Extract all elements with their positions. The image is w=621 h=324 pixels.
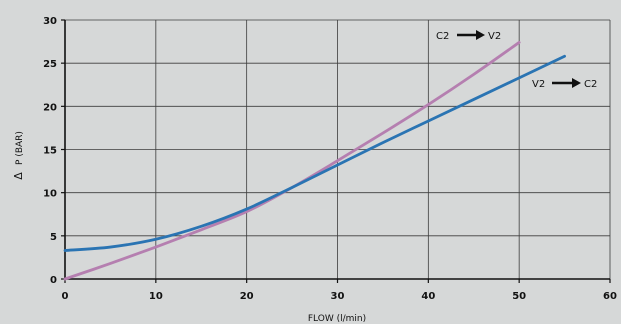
y-tick-label: 30: [43, 16, 57, 27]
axes: [61, 19, 611, 283]
grid: [65, 19, 611, 279]
y-tick-label: 0: [50, 275, 57, 286]
y-tick-label: 20: [43, 102, 57, 113]
y-tick-label: 15: [43, 146, 57, 157]
annotation-c2-v2-target: V2: [488, 31, 501, 42]
annotation-v2-c2-source: V2: [532, 79, 545, 90]
right-arrow-icon: [457, 30, 485, 40]
y-axis-delta-symbol: Δ: [12, 172, 25, 180]
x-tick-labels: 0 10 20 30 40 50 60: [62, 291, 617, 302]
x-tick-label: 30: [331, 291, 345, 302]
y-tick-labels: 0 5 10 15 20 25 30: [43, 16, 57, 286]
series-line-v2-c2: [63, 54, 566, 252]
annotation-v2-c2: V2 C2: [532, 78, 597, 90]
annotation-c2-v2-source: C2: [436, 31, 449, 42]
x-tick-label: 10: [149, 291, 163, 302]
x-tick-label: 20: [240, 291, 254, 302]
y-tick-label: 10: [43, 189, 57, 200]
series-group: [63, 41, 566, 281]
annotation-v2-c2-target: C2: [584, 79, 597, 90]
right-arrow-icon: [552, 78, 581, 88]
y-axis-title-group: Δ P (BAR): [12, 131, 25, 180]
x-tick-label: 40: [421, 291, 435, 302]
annotation-c2-v2: C2 V2: [436, 30, 501, 42]
x-tick-label: 0: [62, 291, 69, 302]
x-tick-label: 50: [512, 291, 526, 302]
y-tick-label: 5: [50, 232, 57, 243]
y-axis-title: P (BAR): [15, 131, 25, 165]
x-axis-title: FLOW (l/min): [308, 314, 366, 324]
x-tick-label: 60: [603, 291, 617, 302]
y-tick-label: 25: [43, 59, 57, 70]
